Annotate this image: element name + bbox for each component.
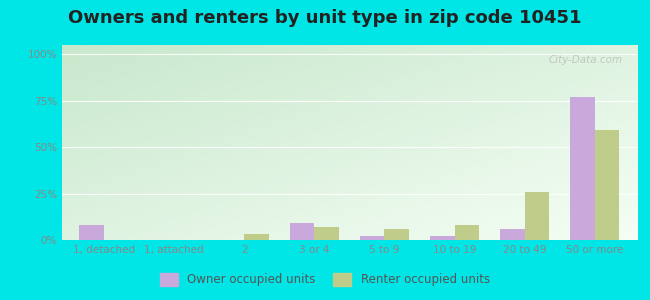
Bar — [384, 229, 409, 240]
Legend: Owner occupied units, Renter occupied units: Owner occupied units, Renter occupied un… — [155, 268, 495, 291]
Bar — [79, 225, 104, 240]
Text: City-Data.com: City-Data.com — [549, 55, 623, 65]
Bar — [290, 223, 315, 240]
Bar — [454, 225, 479, 240]
Bar — [595, 130, 619, 240]
Bar — [525, 192, 549, 240]
Bar — [570, 97, 595, 240]
Bar — [244, 234, 268, 240]
Bar — [430, 236, 454, 240]
Bar — [500, 229, 525, 240]
Text: Owners and renters by unit type in zip code 10451: Owners and renters by unit type in zip c… — [68, 9, 582, 27]
Bar — [315, 227, 339, 240]
Bar — [360, 236, 384, 240]
